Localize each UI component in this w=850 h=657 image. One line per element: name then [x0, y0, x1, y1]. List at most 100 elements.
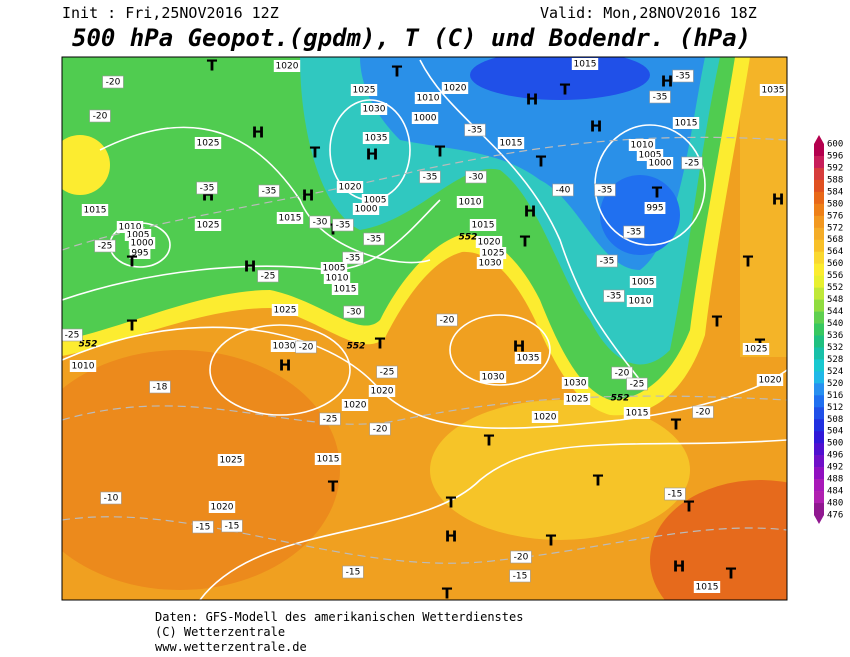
map-title: 500 hPa Geopot.(gpdm), T (C) und Bodendr… [72, 24, 751, 52]
contour-label: 552 [459, 233, 478, 243]
temp-box [258, 184, 280, 198]
colorbar-bin [814, 144, 824, 157]
pressure-box [479, 247, 507, 259]
temp-box [221, 519, 243, 533]
pressure-label: 1035 [762, 86, 785, 96]
colorbar-label: 540 [827, 319, 843, 329]
temp-box [465, 170, 487, 184]
colorbar-label: 492 [827, 463, 843, 473]
colorbar-bin [814, 299, 824, 312]
temp-box [436, 313, 458, 327]
temp-label: -35 [423, 173, 438, 183]
temp-label: -25 [323, 415, 338, 425]
pressure-center: T [652, 184, 663, 202]
cold-core [470, 57, 650, 100]
colorbar-bin [814, 251, 824, 264]
temp-label: -35 [367, 235, 382, 245]
pressure-center: T [207, 57, 218, 75]
colorbar-label: 564 [827, 247, 843, 257]
pressure-label: 1035 [365, 134, 388, 144]
temp-label: -35 [262, 187, 277, 197]
temp-box [626, 377, 648, 391]
pressure-center: T [712, 313, 723, 331]
colorbar-bin [814, 227, 824, 241]
pressure-label: 1015 [317, 455, 340, 465]
colorbar-label: 588 [827, 175, 843, 185]
pressure-center: H [661, 73, 674, 91]
pressure-box [194, 137, 222, 149]
colorbar-bin [814, 215, 824, 229]
colorbar-label: 480 [827, 499, 843, 509]
temp-box [196, 181, 218, 195]
pressure-label: 1020 [371, 387, 394, 397]
colorbar-label: 528 [827, 355, 843, 365]
colorbar-label: 584 [827, 187, 843, 197]
footer-url: www.wetterzentrale.de [155, 640, 307, 654]
pressure-center: T [328, 478, 339, 496]
pressure-box [629, 276, 657, 288]
colorbar-bin [814, 155, 824, 169]
colorbar-label: 596 [827, 151, 843, 161]
colorbar-bin [814, 179, 824, 193]
pressure-center: H [366, 146, 379, 164]
temp-label: -35 [346, 254, 361, 264]
colorbar-label: 520 [827, 379, 843, 389]
colorbar-arrow [814, 135, 824, 144]
pressure-center: T [593, 472, 604, 490]
colorbar-bin [814, 263, 824, 276]
pressure-label: 1025 [745, 345, 768, 355]
pressure-box [128, 237, 156, 249]
pressure-label: 1030 [273, 342, 296, 352]
colorbar-bin [814, 431, 824, 444]
valid-time: Valid: Mon,28NOV2016 18Z [540, 4, 757, 22]
pressure-box [476, 257, 504, 269]
pressure-label: 1020 [211, 503, 234, 513]
pressure-box [626, 295, 654, 307]
pressure-label: 1020 [344, 401, 367, 411]
pressure-label: 1020 [534, 413, 557, 423]
temp-box [192, 520, 214, 534]
pressure-box [531, 411, 559, 423]
warm-region [62, 350, 340, 590]
pressure-label: 1025 [353, 86, 376, 96]
pressure-label: 1025 [566, 395, 589, 405]
pressure-center: H [673, 558, 686, 576]
temp-label: -30 [313, 218, 328, 228]
temp-box [419, 170, 441, 184]
pressure-label: 1025 [274, 306, 297, 316]
temp-box [611, 366, 633, 380]
colorbar-label: 552 [827, 283, 843, 293]
pressure-label: 1030 [482, 373, 505, 383]
pressure-label: 1010 [72, 362, 95, 372]
map-area: T 1020-20-201025T1020101010301000-351015H… [62, 57, 787, 600]
pressure-box [81, 204, 109, 216]
pressure-center: H [445, 528, 458, 546]
temp-label: -40 [556, 186, 571, 196]
temp-box [664, 487, 686, 501]
colorbar-bin [814, 335, 824, 348]
colorbar-bin [814, 455, 824, 468]
map-frame [61, 56, 788, 601]
pressure-center: H [524, 203, 537, 221]
colorbar-label: 560 [827, 259, 843, 269]
pressure-box [323, 272, 351, 284]
init-time: Init : Fri,25NOV2016 12Z [62, 4, 279, 22]
pressure-box [456, 196, 484, 208]
pressure-label: 1030 [564, 379, 587, 389]
pressure-center: T [392, 63, 403, 81]
pressure-label: 1020 [339, 183, 362, 193]
pressure-box [628, 139, 656, 151]
pressure-center: H [302, 187, 315, 205]
temp-box [376, 365, 398, 379]
pressure-box [644, 202, 666, 214]
colorbar-label: 504 [827, 427, 843, 437]
pressure-center: T [726, 565, 737, 583]
colorbar-bin [814, 503, 824, 516]
temp-box [149, 380, 171, 394]
pressure-center: T [127, 253, 138, 271]
pressure-label: 1015 [696, 583, 719, 593]
pressure-box [563, 393, 591, 405]
pressure-center: T [671, 416, 682, 434]
pressure-box [759, 84, 787, 96]
temp-box [295, 340, 317, 354]
